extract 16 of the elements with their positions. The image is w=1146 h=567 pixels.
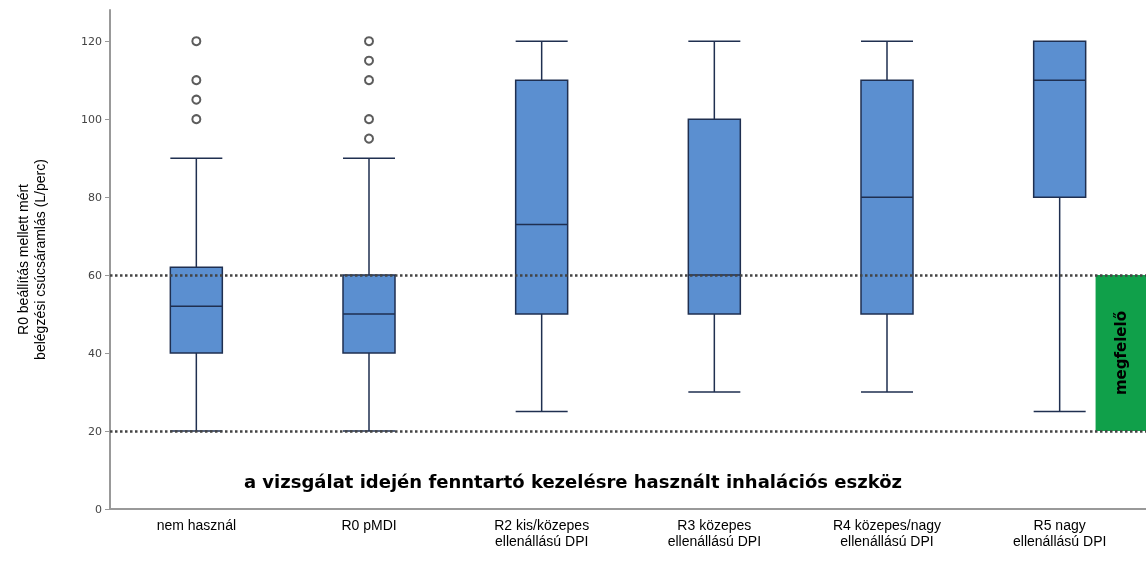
x-tick-label: R5 nagy ellenállású DPI [1012, 517, 1107, 549]
x-tick-label: R2 kis/közepes ellenállású DPI [494, 517, 590, 549]
y-axis-title: R0 beállítás mellett mért belégzési csúcsáramlás (L/perc) [14, 159, 48, 360]
y-tick-label: 20 [88, 424, 102, 438]
x-tick-label: R0 pMDI [341, 517, 397, 533]
y-tick-label: 100 [81, 112, 102, 126]
band-label: megfelelő [1111, 311, 1130, 396]
x-tick-label: R4 közepes/nagy ellenállású DPI [832, 517, 942, 549]
y-tick-label: 40 [88, 346, 102, 360]
y-tick-label: 80 [88, 190, 102, 204]
y-tick-label: 0 [95, 502, 102, 516]
x-tick-label: nem használ [156, 517, 237, 533]
x-axis-title: a vizsgálat idején fenntartó kezelésre használt inhalációs eszköz [243, 470, 903, 492]
y-tick-label: 60 [88, 268, 102, 282]
x-tick-label: R3 közepes ellenállású DPI [667, 517, 762, 549]
y-tick-label: 120 [81, 34, 102, 48]
